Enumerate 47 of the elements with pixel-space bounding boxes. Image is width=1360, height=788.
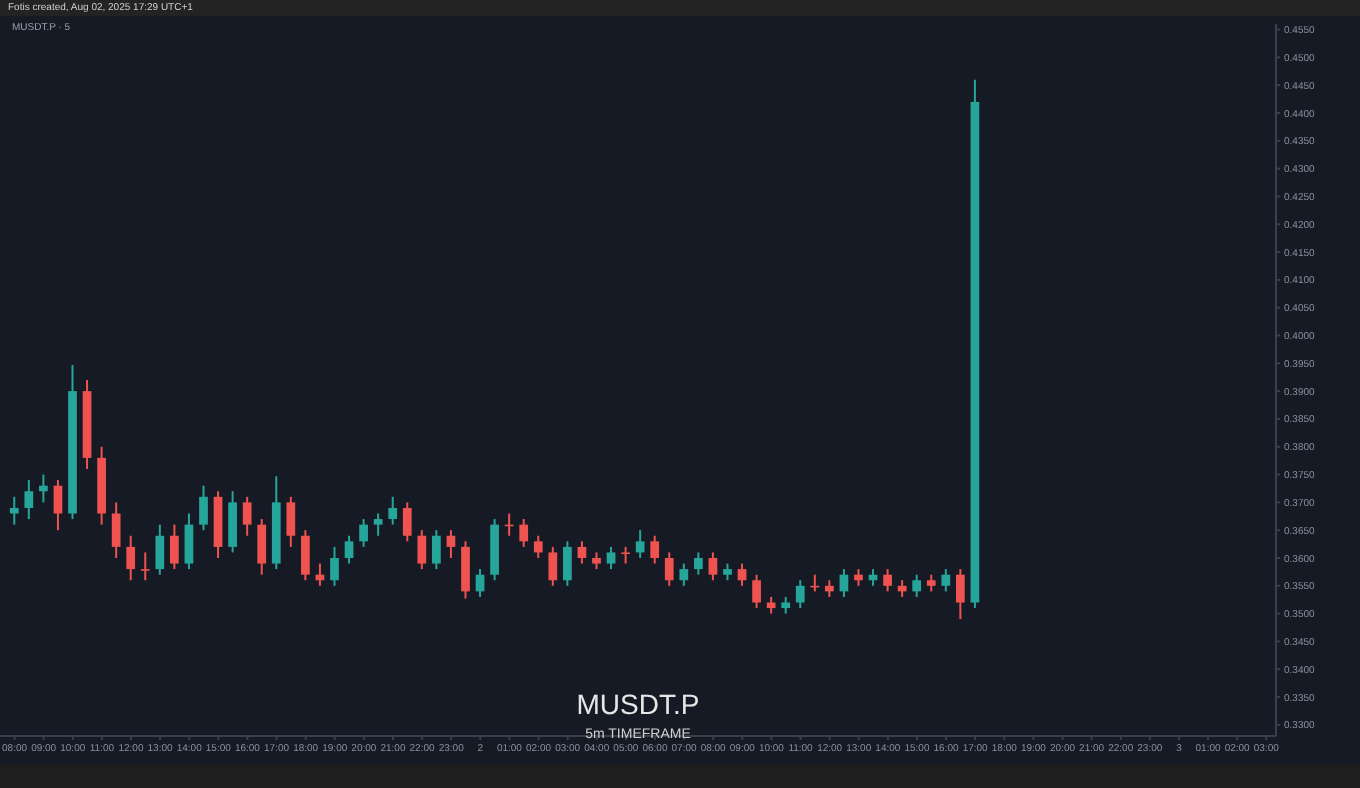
candlestick — [301, 529, 310, 582]
candlestick — [606, 545, 616, 571]
candlestick — [737, 562, 747, 587]
candlestick — [955, 568, 965, 621]
candlestick — [563, 540, 572, 587]
candlestick — [330, 545, 339, 587]
candlestick — [446, 529, 456, 559]
candlestick — [257, 518, 267, 576]
candlestick — [9, 495, 19, 526]
candlestick — [679, 562, 689, 587]
candlestick — [533, 534, 543, 559]
candlestick — [24, 479, 34, 521]
candlestick — [752, 573, 761, 610]
candlestick — [39, 473, 48, 504]
candlestick — [184, 512, 194, 571]
candlestick — [126, 534, 136, 582]
candlestick — [795, 579, 805, 610]
candlestick — [519, 518, 529, 548]
candlestick — [228, 490, 237, 554]
candlestick — [432, 529, 441, 571]
candlestick — [344, 534, 354, 565]
candlestick — [388, 495, 398, 526]
candlestick — [111, 501, 121, 559]
candlestick — [286, 495, 296, 548]
candlestick — [417, 529, 427, 571]
candlestick — [694, 551, 703, 576]
candlestick — [359, 518, 368, 548]
candlestick — [548, 545, 558, 587]
candlestick — [708, 551, 718, 582]
candlestick — [199, 484, 208, 532]
candlestick — [242, 495, 252, 537]
candlestick — [650, 534, 660, 565]
candlestick — [664, 551, 674, 587]
candlestick — [577, 540, 587, 565]
candlestick — [621, 545, 630, 565]
candlestick — [402, 501, 412, 543]
candlestick — [170, 523, 179, 571]
candlestick — [140, 551, 150, 582]
candlestick — [635, 529, 645, 559]
candlestick — [53, 479, 63, 532]
text: MUSDT.P — [574, 688, 702, 720]
candlestick — [373, 512, 383, 537]
candlestick — [155, 523, 165, 576]
candlestick — [461, 540, 470, 600]
candlestick — [912, 573, 922, 598]
candlestick — [941, 568, 951, 593]
candlestick — [883, 568, 892, 593]
